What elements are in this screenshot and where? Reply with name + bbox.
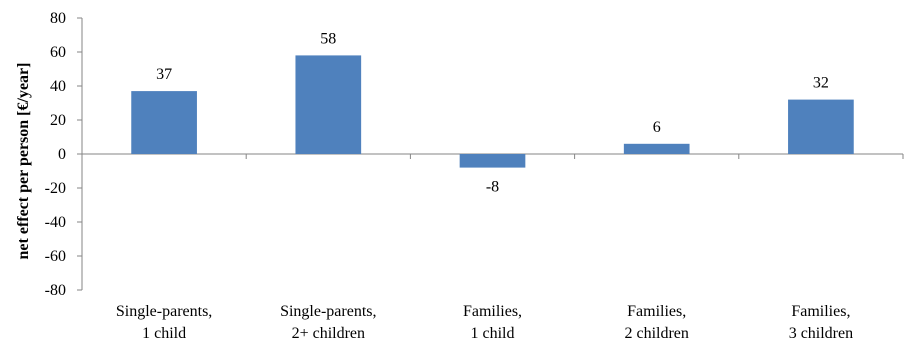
y-tick-label: -20	[45, 180, 66, 197]
x-tick-label: 3 children	[789, 325, 853, 342]
data-label: 58	[320, 30, 336, 47]
x-tick-label: Families,	[627, 303, 686, 320]
y-tick-label: -60	[45, 248, 66, 265]
x-tick-label: 1 child	[471, 325, 515, 342]
bars	[131, 55, 854, 168]
x-tick-label: Single-parents,	[116, 303, 212, 320]
bar	[459, 154, 526, 168]
data-label: 32	[813, 75, 829, 92]
data-label: -8	[486, 179, 499, 196]
x-tick-label: Families,	[791, 303, 850, 320]
y-axis-label: net effect per person [€/year]	[15, 63, 32, 260]
y-tick-label: -40	[45, 214, 66, 231]
bar	[623, 143, 690, 154]
x-tick-label: Single-parents,	[280, 303, 376, 320]
y-tick-label: 60	[50, 44, 66, 61]
y-tick-label: 20	[50, 112, 66, 129]
data-labels: 37 58 -8 6 32	[156, 30, 829, 195]
bar	[788, 99, 854, 154]
x-tick-labels: Single-parents, 1 child Single-parents, 2+ …	[116, 303, 853, 342]
y-tick-label: 80	[50, 10, 66, 27]
y-tick-label: 0	[58, 146, 66, 163]
y-tick-label: 40	[50, 78, 66, 95]
data-label: 6	[653, 119, 661, 136]
y-tick-label: -80	[45, 282, 66, 299]
x-tick-label: Families,	[463, 303, 522, 320]
y-tick-labels: 80 60 40 20 0 -20 -40 -60 -80	[45, 10, 66, 299]
bar	[131, 91, 197, 154]
x-tick-label: 1 child	[142, 325, 186, 342]
x-tick-label: 2 children	[624, 325, 688, 342]
data-label: 37	[156, 66, 172, 83]
bar	[295, 55, 362, 154]
x-tick-label: 2+ children	[292, 325, 365, 342]
